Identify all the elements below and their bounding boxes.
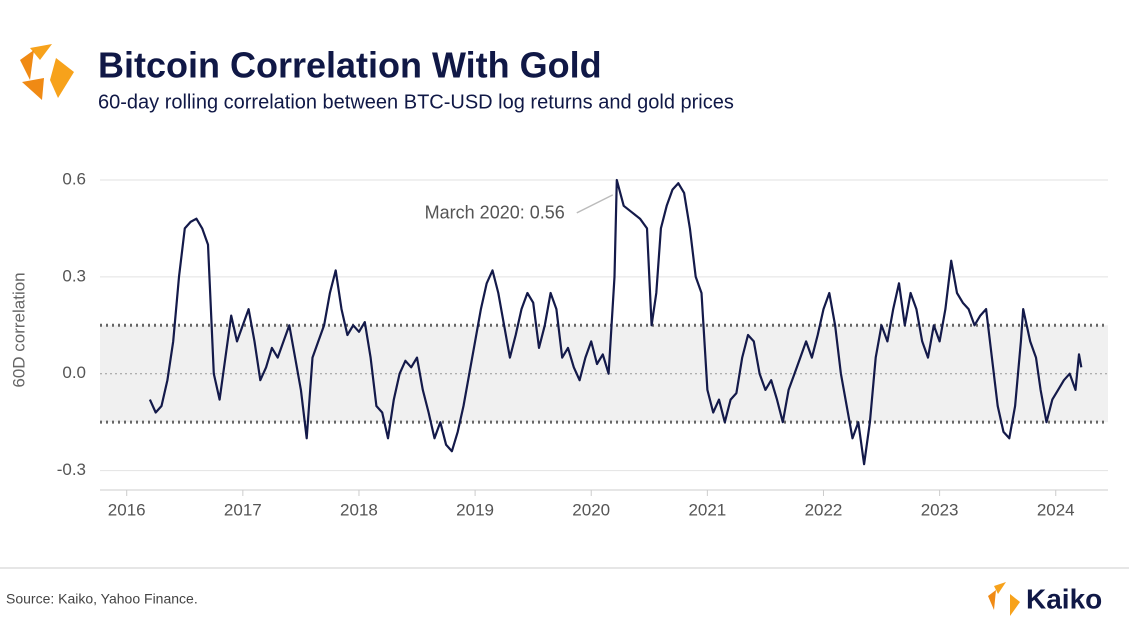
y-tick-label: 0.0: [62, 363, 86, 382]
x-tick-label: 2023: [921, 500, 959, 519]
y-tick-label: 0.6: [62, 169, 86, 188]
x-tick-label: 2021: [688, 500, 726, 519]
y-axis-label: 60D correlation: [9, 272, 28, 387]
chart-title: Bitcoin Correlation With Gold: [98, 45, 602, 86]
y-tick-label: -0.3: [57, 460, 86, 479]
x-tick-label: 2018: [340, 500, 378, 519]
brand-icon: [988, 582, 1020, 616]
series-line: [148, 178, 1083, 466]
x-tick-label: 2024: [1037, 500, 1075, 519]
annotation: March 2020: 0.56: [425, 203, 565, 223]
chart-subtitle: 60-day rolling correlation between BTC-U…: [98, 91, 734, 113]
x-tick-label: 2020: [572, 500, 610, 519]
brand: Kaiko: [1026, 583, 1102, 614]
logo-icon: [20, 44, 74, 100]
y-tick-label: 0.3: [62, 266, 86, 285]
annotation-leader: [576, 194, 614, 214]
x-tick-label: 2016: [108, 500, 146, 519]
source: Source: Kaiko, Yahoo Finance.: [6, 591, 198, 607]
x-tick-label: 2019: [456, 500, 494, 519]
x-tick-label: 2017: [224, 500, 262, 519]
x-tick-label: 2022: [805, 500, 843, 519]
